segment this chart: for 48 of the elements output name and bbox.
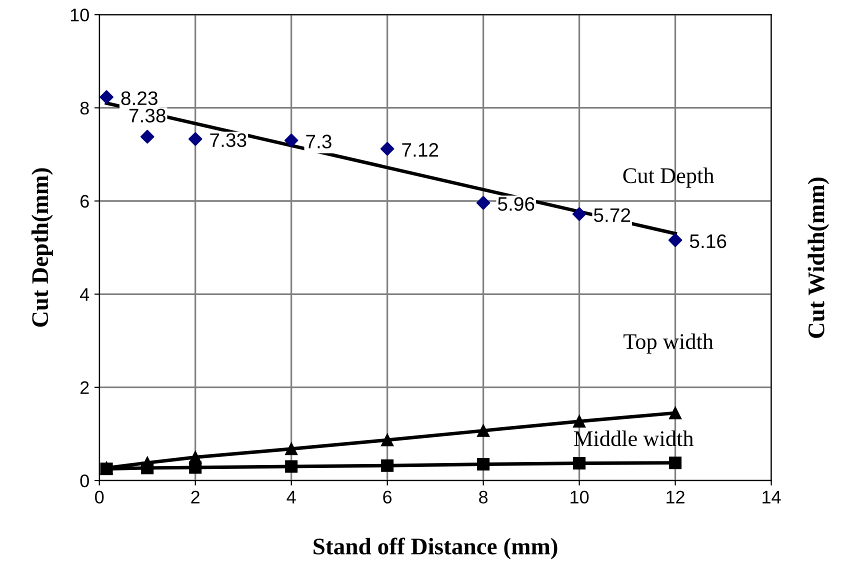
point xyxy=(573,415,586,428)
y-tick-label: 0 xyxy=(80,474,89,488)
point xyxy=(669,406,682,420)
point xyxy=(140,130,154,144)
point xyxy=(668,233,682,248)
point xyxy=(188,132,202,146)
y-axis-title: Cut Depth(mm) xyxy=(31,168,53,327)
y-tick-label: 10 xyxy=(70,8,89,22)
data-label: 7.38 xyxy=(129,108,166,122)
point xyxy=(381,434,394,446)
point xyxy=(477,424,490,437)
x-tick-label: 8 xyxy=(479,490,488,504)
point xyxy=(141,462,154,474)
point xyxy=(380,142,394,156)
point xyxy=(285,460,298,473)
x-tick-label: 6 xyxy=(383,490,392,504)
text: Top width xyxy=(624,333,714,354)
x-tick-label: 2 xyxy=(191,490,200,504)
y2-axis-title: Cut Width(mm) xyxy=(808,178,830,338)
point xyxy=(572,207,586,221)
data-label: 5.72 xyxy=(594,208,630,222)
point xyxy=(573,457,586,470)
point xyxy=(285,442,298,456)
data-label: 7.3 xyxy=(306,134,332,148)
x-axis-title: Stand off Distance (mm) xyxy=(314,538,558,560)
point xyxy=(381,459,394,472)
data-label: 7.33 xyxy=(210,133,246,148)
data-label: 8.23 xyxy=(121,91,158,106)
point xyxy=(476,196,490,210)
x-tick-label: 14 xyxy=(762,490,781,504)
x-tick-label: 4 xyxy=(286,490,296,504)
series-label: Middle width xyxy=(574,430,694,446)
data-label: 7.12 xyxy=(402,143,438,157)
x-tick-label: 12 xyxy=(666,490,684,504)
data-label: 5.96 xyxy=(498,197,534,211)
text: Cut Depth xyxy=(623,168,714,188)
point xyxy=(477,458,490,470)
point xyxy=(284,134,298,148)
data-label: 5.16 xyxy=(690,234,726,248)
x-tick-label: 0 xyxy=(95,490,104,504)
y-tick-label: 2 xyxy=(80,381,89,394)
point xyxy=(100,90,114,104)
point xyxy=(189,461,202,474)
y-tick-label: 4 xyxy=(80,288,90,301)
point xyxy=(669,456,682,470)
x-tick-label: 10 xyxy=(570,490,589,504)
y-tick-label: 8 xyxy=(80,102,89,115)
y-tick-label: 6 xyxy=(80,194,89,208)
